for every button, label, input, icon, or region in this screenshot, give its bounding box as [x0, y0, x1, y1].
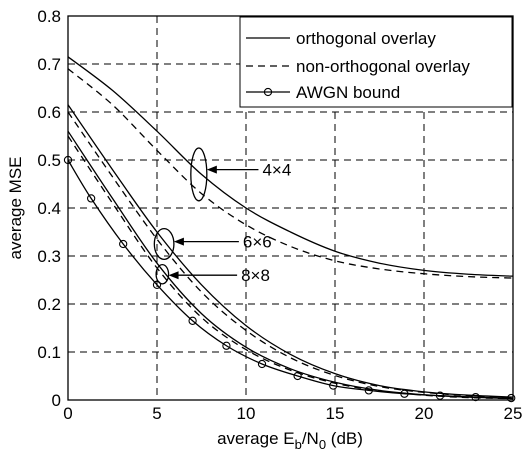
awgn-data-point — [435, 391, 445, 400]
y-tick-label: 0.3 — [37, 247, 61, 266]
group-label-8x8: 8×8 — [241, 266, 270, 285]
y-axis-label: average MSE — [6, 157, 25, 260]
series-line-4x4-dashed — [67, 68, 514, 279]
x-tick-label: 5 — [152, 404, 161, 423]
awgn-data-point — [188, 316, 197, 325]
tick-layer: 0 5 10 15 20 25 0 0.1 0.2 0.3 0.4 0.5 0.6 0.7 0.8 — [37, 7, 522, 423]
y-tick-label: 0 — [52, 391, 61, 410]
awgn-data-point — [86, 194, 96, 203]
legend-marker-awgn — [263, 87, 273, 97]
series-line-8x8-dashed — [67, 135, 514, 400]
curve-layer — [67, 56, 514, 400]
awgn-data-point — [257, 359, 267, 369]
y-tick-label: 0.6 — [37, 103, 61, 122]
x-tick-label: 10 — [237, 404, 256, 423]
x-tick-label: 20 — [415, 404, 434, 423]
group-ellipse-6x6 — [153, 227, 175, 261]
awgn-data-point — [119, 239, 128, 249]
awgn-data-point — [507, 393, 516, 403]
awgn-data-point — [293, 371, 302, 381]
legend-label-orthogonal: orthogonal overlay — [296, 29, 436, 48]
group-ellipse-8x8 — [155, 263, 170, 285]
group-arrowhead-4x4 — [206, 165, 217, 174]
group-arrowhead-8x8 — [168, 271, 179, 280]
awgn-data-point — [471, 392, 480, 402]
plot-frame — [67, 15, 514, 401]
legend-label-non-orthogonal: non-orthogonal overlay — [296, 57, 470, 76]
group-label-6x6: 6×6 — [243, 233, 272, 252]
y-tick-label: 0.8 — [37, 7, 61, 26]
legend: orthogonal overlay non-orthogonal overla… — [239, 16, 513, 108]
y-tick-label: 0.1 — [37, 343, 61, 362]
y-tick-label: 0.4 — [37, 199, 61, 218]
awgn-data-point — [222, 341, 231, 350]
x-axis-label-sub-0: 0 — [319, 437, 326, 450]
awgn-data-point — [400, 389, 409, 398]
annotation-layer: 4×4 6×6 8×8 — [153, 147, 291, 285]
legend-label-awgn: AWGN bound — [296, 83, 400, 102]
x-axis-label: average Eb/N0 (dB) — [217, 429, 363, 450]
series-line-6x6-solid — [67, 104, 514, 398]
group-arrowhead-6x6 — [173, 237, 184, 246]
y-tick-label: 0.2 — [37, 295, 61, 314]
series-line-4x4-solid — [67, 56, 514, 277]
awgn-data-point — [364, 386, 373, 395]
awgn-data-point — [329, 381, 338, 390]
y-tick-label: 0.7 — [37, 55, 61, 74]
y-tick-label: 0.5 — [37, 151, 61, 170]
series-line-awgn-solid-circle — [67, 159, 512, 399]
x-axis-label-sub-b: b — [295, 437, 302, 450]
x-tick-label: 0 — [63, 404, 72, 423]
group-ellipse-4x4 — [190, 147, 208, 202]
x-tick-label: 25 — [504, 404, 523, 423]
group-label-4x4: 4×4 — [262, 161, 291, 180]
marker-layer — [63, 155, 516, 403]
series-line-6x6-dashed — [67, 111, 514, 399]
x-tick-label: 15 — [326, 404, 345, 423]
awgn-data-point — [152, 280, 162, 289]
